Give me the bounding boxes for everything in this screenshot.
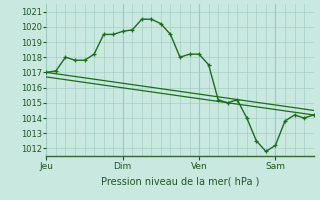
X-axis label: Pression niveau de la mer( hPa ): Pression niveau de la mer( hPa ) — [101, 176, 259, 186]
